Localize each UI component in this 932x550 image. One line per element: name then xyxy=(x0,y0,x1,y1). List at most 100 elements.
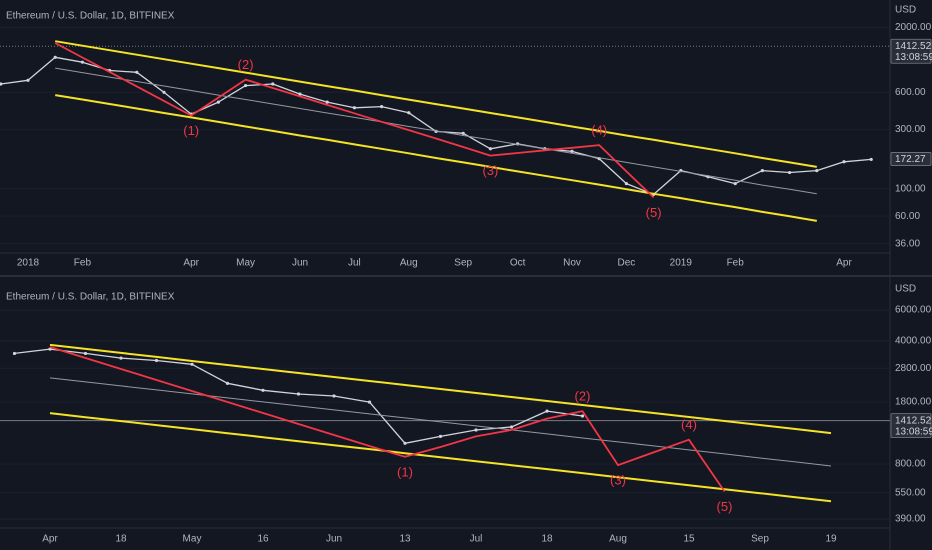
x-tick-label: Apr xyxy=(183,258,199,269)
wave-label: (2) xyxy=(238,57,254,72)
wave-label: (4) xyxy=(681,417,697,432)
price-point xyxy=(80,60,84,64)
x-tick-label: Apr xyxy=(42,534,58,545)
y-tick-label: 2000.00 xyxy=(895,22,932,33)
price-point xyxy=(509,425,514,429)
wave-label: (3) xyxy=(482,163,498,178)
price-point xyxy=(325,100,329,104)
wave-label: (1) xyxy=(397,464,413,479)
price-point xyxy=(570,149,574,154)
wave-label: (2) xyxy=(575,389,591,404)
x-tick-label: Apr xyxy=(836,258,852,269)
x-tick-label: 18 xyxy=(115,534,127,545)
wave-label: (1) xyxy=(183,123,199,138)
wave-label: (5) xyxy=(717,499,733,514)
price-point xyxy=(367,400,372,404)
x-tick-label: 19 xyxy=(825,534,837,545)
price-point xyxy=(298,92,302,96)
wave-label: (4) xyxy=(591,123,607,138)
price-point xyxy=(271,82,275,86)
price-point xyxy=(461,131,465,135)
price-point xyxy=(225,381,230,385)
x-tick-label: Sep xyxy=(454,258,472,269)
y-tick-label: 60.00 xyxy=(895,211,920,222)
price-point xyxy=(0,82,3,86)
x-tick-label: Jun xyxy=(292,258,308,269)
x-tick-label: 16 xyxy=(257,534,269,545)
x-tick-label: 18 xyxy=(541,534,553,545)
price-tag xyxy=(890,413,932,439)
y-tick-label: 36.00 xyxy=(895,238,920,249)
price-point xyxy=(580,414,585,418)
currency-label: USD xyxy=(895,284,916,295)
x-tick-label: May xyxy=(183,534,202,545)
countdown: 13:08:59 xyxy=(895,52,932,63)
price-point xyxy=(842,160,846,164)
price-point xyxy=(624,181,629,186)
price-point xyxy=(788,170,792,175)
price-point xyxy=(296,392,301,396)
x-tick-label: Sep xyxy=(751,534,769,545)
price-point xyxy=(733,181,737,186)
price-point xyxy=(380,104,384,109)
price-point xyxy=(545,409,549,413)
price-point xyxy=(135,70,139,74)
price-point xyxy=(474,428,478,432)
price-point xyxy=(26,78,30,82)
trend-line xyxy=(49,412,832,503)
y-tick-label: 300.00 xyxy=(895,124,926,135)
x-tick-label: Aug xyxy=(609,534,627,545)
x-tick-label: 15 xyxy=(683,534,695,545)
y-tick-label: 4000.00 xyxy=(895,336,932,347)
y-tick-label: 1800.00 xyxy=(895,397,932,408)
trend-line xyxy=(49,343,832,435)
wave-label: (3) xyxy=(610,473,626,488)
price-point xyxy=(119,356,123,360)
price-point xyxy=(12,351,17,356)
x-tick-label: Nov xyxy=(563,258,581,269)
price-point xyxy=(352,106,356,110)
y-tick-label: 550.00 xyxy=(895,487,926,498)
x-tick-label: Dec xyxy=(618,258,636,269)
price-point xyxy=(261,388,265,392)
chart-title: Ethereum / U.S. Dollar, 1D, BITFINEX xyxy=(6,11,175,22)
price-point xyxy=(53,55,57,59)
y-tick-label: 100.00 xyxy=(895,183,926,194)
price-tag xyxy=(890,38,932,64)
price-point xyxy=(403,441,407,445)
x-tick-label: Jun xyxy=(326,534,342,545)
plot-area xyxy=(0,27,890,245)
x-tick-label: 2019 xyxy=(670,258,693,269)
price-point xyxy=(407,111,411,115)
trend-line xyxy=(55,40,817,168)
price-point xyxy=(488,147,492,151)
trend-line xyxy=(49,377,832,467)
trend-line xyxy=(55,67,817,195)
y-tick-label: 600.00 xyxy=(895,87,926,98)
trend-line xyxy=(49,346,726,492)
price-point xyxy=(162,90,166,94)
plot-area xyxy=(0,309,890,520)
x-tick-label: Feb xyxy=(74,258,92,269)
price-point xyxy=(83,351,88,356)
x-tick-label: Oct xyxy=(510,258,526,269)
price-point xyxy=(438,434,443,438)
price-point xyxy=(154,358,159,363)
price-tag-label: 1412.52 xyxy=(895,415,932,426)
countdown: 13:08:59 xyxy=(895,426,932,437)
x-tick-label: Jul xyxy=(348,258,361,269)
x-tick-label: 13 xyxy=(399,534,411,545)
price-tag-label: 172.27 xyxy=(895,154,926,165)
price-point xyxy=(216,100,220,104)
price-point xyxy=(332,394,336,398)
trend-line xyxy=(55,94,817,222)
x-tick-label: Aug xyxy=(400,258,418,269)
chart-title: Ethereum / U.S. Dollar, 1D, BITFINEX xyxy=(6,292,175,303)
price-point xyxy=(815,168,819,173)
y-tick-label: 2800.00 xyxy=(895,363,932,374)
y-tick-label: 6000.00 xyxy=(895,305,932,316)
x-tick-label: May xyxy=(236,258,255,269)
x-tick-label: Feb xyxy=(727,258,745,269)
y-tick-label: 390.00 xyxy=(895,514,926,525)
